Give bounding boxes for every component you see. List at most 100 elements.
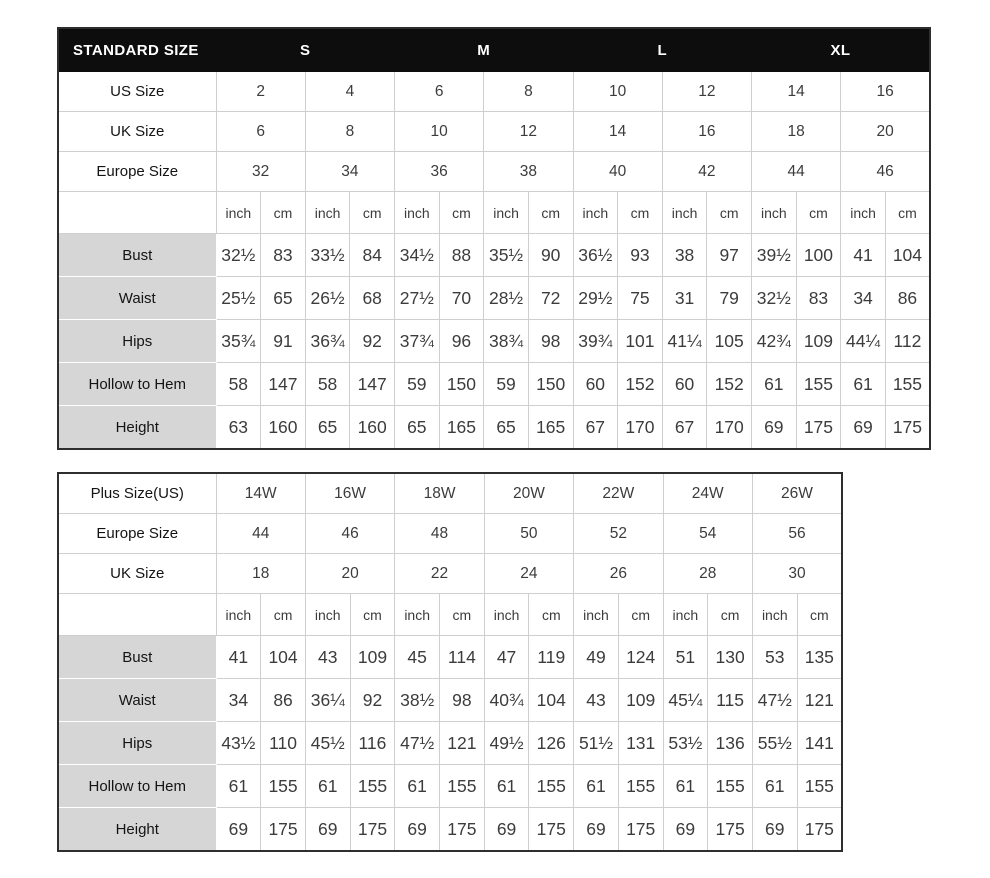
size-value-cell: 12 [483,111,574,152]
measurement-value-cell: 90 [527,233,574,277]
measurement-value-cell: 61 [662,764,709,808]
unit-header-cell: inch [215,191,262,234]
measurement-value-cell: 69 [662,807,709,852]
size-value-cell: 6 [393,71,485,112]
size-value-cell: 16 [661,111,753,152]
size-value-cell: 22W [573,472,664,514]
size-value-cell: 40 [572,151,663,192]
size-conversion-row: Plus Size(US) 14W 16W 18W 20W 22W 24W 26W [57,472,843,514]
measurement-label: Waist [57,276,217,320]
measurement-value-cell: 38¾ [483,319,529,363]
measurement-value-cell: 79 [706,276,752,320]
standard-size-table: STANDARD SIZE S M L XL US Size 2 4 6 8 10 12 14 16 UK … [57,27,931,450]
size-value-cell: 4 [304,71,396,112]
plus-size-table: Plus Size(US) 14W 16W 18W 20W 22W 24W 26W Europe… [57,472,843,852]
size-value-cell: 14W [215,472,306,514]
measurement-value-cell: 165 [527,405,574,450]
size-value-cell: 44 [215,513,306,554]
size-row-label: US Size [57,71,217,112]
measurement-value-cell: 155 [707,764,753,808]
size-value-cell: 32 [215,151,306,192]
measurement-value-cell: 47 [483,635,530,679]
measurement-value-cell: 38 [661,233,708,277]
measurement-value-cell: 37¾ [394,319,440,363]
size-value-cell: 6 [215,111,306,152]
unit-header-cell: cm [349,593,396,636]
size-value-cell: 12 [661,71,753,112]
measurement-value-cell: 165 [438,405,485,450]
measurement-value-cell: 61 [483,764,530,808]
measurement-value-cell: 175 [617,807,664,852]
measurement-value-cell: 112 [884,319,931,363]
measurement-row: Waist 34 86 36¼ 92 38½ 98 40¾ 104 43 109 45¼ 115 47½ 1… [57,678,843,722]
unit-header-cell: cm [438,191,485,234]
measurement-value-cell: 35½ [483,233,529,277]
measurement-value-cell: 109 [795,319,842,363]
measurement-value-cell: 160 [349,405,395,450]
size-value-cell: 56 [751,513,843,554]
measurement-value-cell: 86 [884,276,931,320]
unit-header-cell: cm [707,593,753,636]
measurement-value-cell: 65 [483,405,529,450]
unit-row-empty-label [57,593,217,636]
measurement-row: Waist 25½ 65 26½ 68 27½ 70 28½ 72 29½ 75 31 79 32½ 83 3… [57,276,931,320]
measurement-row: Hollow to Hem 61 155 61 155 61 155 61 155 61 155 61… [57,764,843,808]
measurement-value-cell: 97 [706,233,752,277]
measurement-row: Height 63 160 65 160 65 165 65 165 67 170 67 170 69 17… [57,405,931,450]
unit-header-cell: cm [349,191,395,234]
size-value-cell: 20 [304,553,396,594]
measurement-value-cell: 119 [528,635,575,679]
measurement-value-cell: 114 [439,635,485,679]
measurement-value-cell: 65 [304,405,351,450]
unit-header-cell: cm [617,593,664,636]
unit-header-cell: inch [572,191,619,234]
measurement-value-cell: 160 [260,405,306,450]
measurement-value-cell: 29½ [572,276,619,320]
measurement-row: Bust 32½ 83 33½ 84 34½ 88 35½ 90 36½ 93 38 97 39½ 100 4… [57,233,931,277]
unit-header-cell: cm [796,593,843,636]
measurement-value-cell: 155 [528,764,575,808]
measurement-value-cell: 38½ [394,678,441,722]
measurement-value-cell: 28½ [483,276,529,320]
measurement-value-cell: 152 [706,362,752,406]
measurement-value-cell: 121 [439,721,485,765]
measurement-value-cell: 67 [661,405,708,450]
unit-header-cell: inch [840,191,886,234]
unit-header-cell: inch [573,593,619,636]
size-value-cell: 18 [750,111,842,152]
size-value-cell: 26 [573,553,664,594]
measurement-value-cell: 175 [528,807,575,852]
size-value-cell: 10 [572,71,663,112]
size-group-header: L [572,27,752,72]
measurement-value-cell: 98 [527,319,574,363]
measurement-value-cell: 121 [796,678,843,722]
measurement-value-cell: 47½ [394,721,441,765]
measurement-value-cell: 61 [573,764,619,808]
size-value-cell: 20 [840,111,931,152]
measurement-value-cell: 104 [884,233,931,277]
measurement-value-cell: 147 [349,362,395,406]
measurement-value-cell: 150 [438,362,485,406]
unit-header-cell: cm [706,191,752,234]
measurement-value-cell: 175 [260,807,306,852]
measurement-value-cell: 136 [707,721,753,765]
measurement-value-cell: 83 [795,276,842,320]
measurement-value-cell: 92 [349,319,395,363]
measurement-value-cell: 33½ [304,233,351,277]
measurement-value-cell: 155 [796,764,843,808]
measurement-value-cell: 155 [439,764,485,808]
measurement-value-cell: 41¼ [661,319,708,363]
measurement-value-cell: 44¼ [840,319,886,363]
measurement-label: Height [57,807,217,852]
size-value-cell: 10 [393,111,485,152]
measurement-row: Hips 35¾ 91 36¾ 92 37¾ 96 38¾ 98 39¾ 101 41¼ 105 42¾ 1… [57,319,931,363]
measurement-value-cell: 96 [438,319,485,363]
table-title: STANDARD SIZE [57,27,217,72]
unit-header-cell: inch [215,593,262,636]
measurement-label: Bust [57,635,217,679]
measurement-value-cell: 92 [349,678,396,722]
measurement-value-cell: 104 [260,635,306,679]
size-value-cell: 24W [662,472,753,514]
measurement-value-cell: 31 [661,276,708,320]
unit-header-cell: cm [528,593,575,636]
